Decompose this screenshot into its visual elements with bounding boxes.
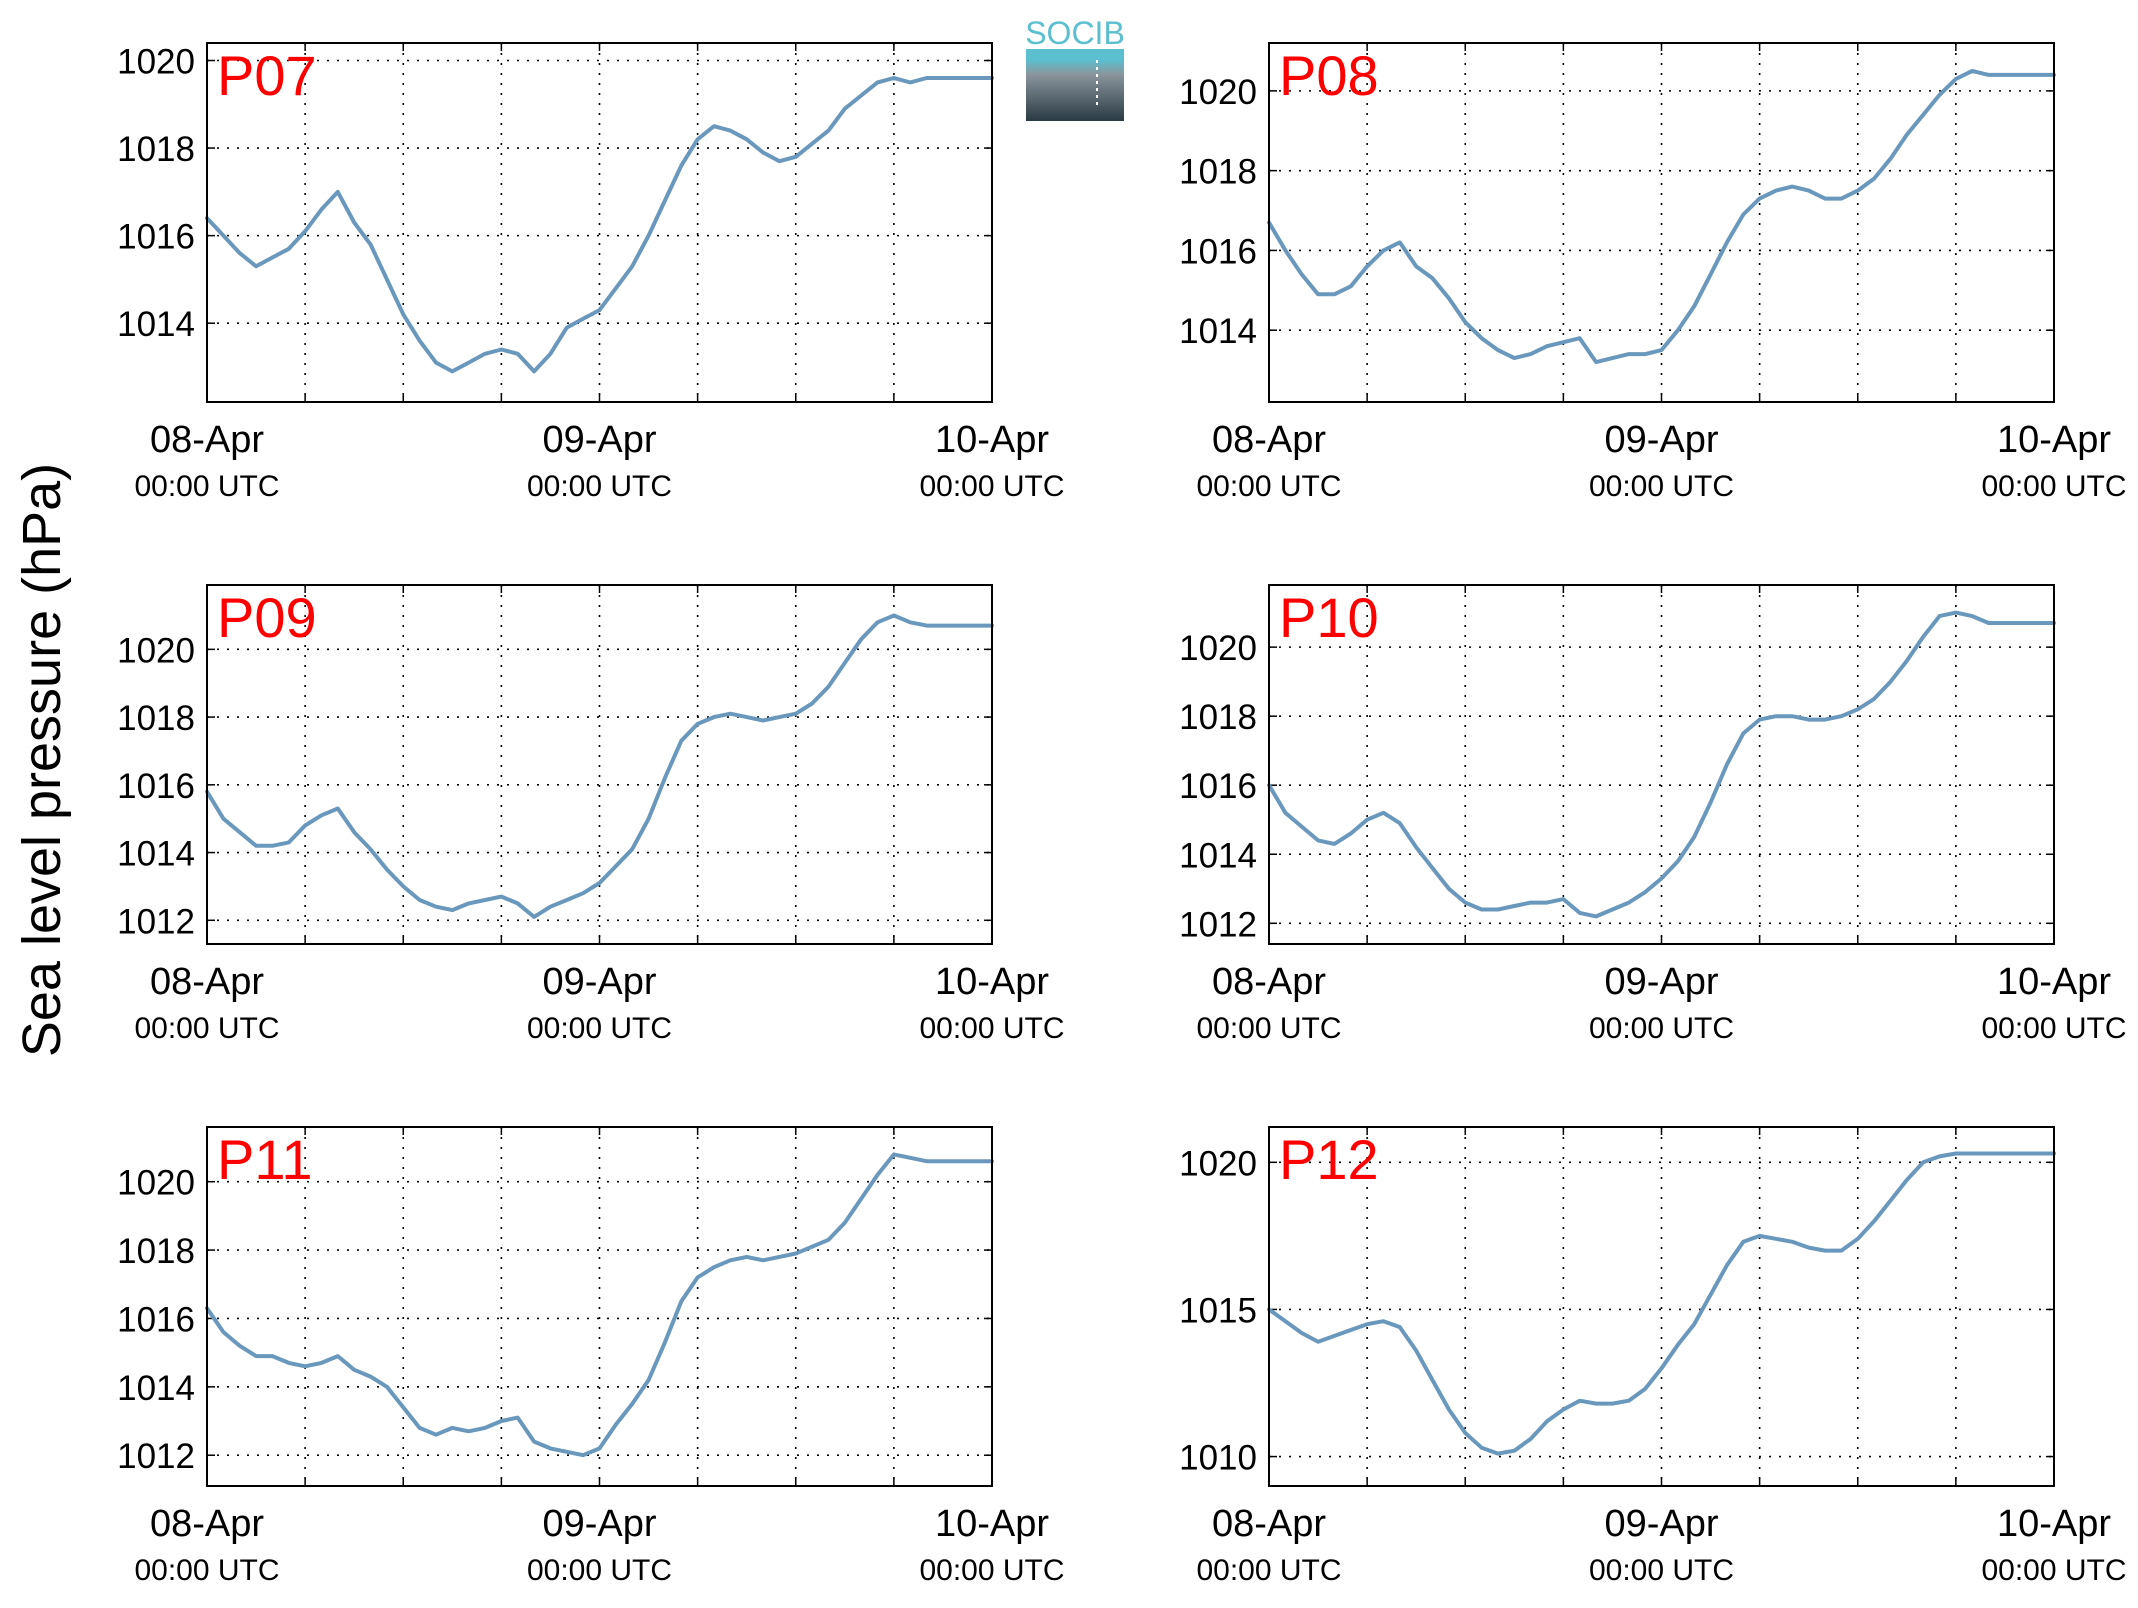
y-tick-label: 1016 [1179,767,1257,806]
y-tick-label: 1020 [117,631,195,670]
y-tick-label: 1012 [1179,905,1257,944]
panel-title: P12 [1279,1128,1379,1191]
y-tick-label: 1018 [117,1232,195,1271]
x-tick-label-date: 10-Apr [1997,1503,2111,1545]
x-tick-label-date: 10-Apr [1997,961,2111,1003]
plot-area [1269,1127,2054,1486]
x-tick-label-time: 00:00 UTC [527,470,672,503]
x-tick-label-date: 09-Apr [542,1503,656,1545]
plot-area [1269,43,2054,402]
y-tick-label: 1014 [117,305,195,344]
figure-ylabel: Sea level pressure (hPa) [12,463,72,1057]
x-tick-label-date: 08-Apr [1212,419,1326,461]
series-line [205,613,994,919]
x-tick-label-time: 00:00 UTC [134,1012,279,1045]
chart-panel-p08: 1014 1016 1018 1020 P08 08-Apr 00:00 UTC 09-Apr… [1179,42,2127,503]
x-tick-label-date: 08-Apr [1212,1503,1326,1545]
x-tick-label-date: 10-Apr [1997,419,2111,461]
x-tick-label-date: 08-Apr [1212,961,1326,1003]
panel-title: P09 [217,586,317,649]
y-tick-label: 1018 [1179,698,1257,737]
x-tick-label-time: 00:00 UTC [1589,1012,1734,1045]
y-tick-label: 1016 [117,1300,195,1339]
x-tick-label-time: 00:00 UTC [134,1554,279,1587]
y-tick-label: 1020 [1179,1144,1257,1183]
panel-title: P10 [1279,586,1379,649]
axes-frame [206,1126,993,1487]
axes-frame [1268,42,2055,403]
x-tick-label-time: 00:00 UTC [1589,470,1734,503]
plot-area [207,585,992,944]
y-tick-label: 1016 [117,218,195,257]
x-tick-label-date: 10-Apr [935,961,1049,1003]
x-tick-label-date: 08-Apr [150,1503,264,1545]
x-tick-label-time: 00:00 UTC [1196,1554,1341,1587]
y-tick-label: 1020 [117,43,195,82]
series-line [1267,610,2056,919]
x-tick-label-date: 09-Apr [542,419,656,461]
y-tick-label: 1018 [117,699,195,738]
y-tick-label: 1016 [1179,232,1257,271]
plot-area [207,43,992,402]
socib-logo: SOCIB [1025,15,1125,121]
y-tick-label: 1015 [1179,1291,1257,1330]
x-tick-label-time: 00:00 UTC [919,470,1064,503]
y-tick-label: 1014 [117,835,195,874]
y-tick-label: 1016 [117,767,195,806]
x-tick-label-date: 08-Apr [150,961,264,1003]
plot-area [207,1127,992,1486]
socib-logo-text: SOCIB [1025,15,1125,51]
x-tick-label-date: 09-Apr [542,961,656,1003]
y-tick-label: 1020 [117,1164,195,1203]
y-tick-label: 1012 [117,902,195,941]
x-tick-label-time: 00:00 UTC [134,470,279,503]
x-tick-label-date: 09-Apr [1604,961,1718,1003]
y-tick-label: 1014 [117,1369,195,1408]
panel-title: P07 [217,44,317,107]
axes-frame [206,42,993,403]
y-tick-label: 1020 [1179,629,1257,668]
panel-title: P11 [217,1128,312,1191]
x-tick-label-time: 00:00 UTC [1981,1554,2126,1587]
series-line [1267,1151,2056,1456]
x-tick-label-time: 00:00 UTC [527,1554,672,1587]
chart-panel-p11: 1012 1014 1016 1018 1020 P11 08-Apr 00:00 UTC 09… [117,1126,1065,1587]
y-tick-label: 1018 [1179,153,1257,192]
y-tick-label: 1014 [1179,312,1257,351]
y-tick-label: 1010 [1179,1439,1257,1478]
axes-frame [206,584,993,945]
chart-panel-p12: 1010 1015 1020 P12 08-Apr 00:00 UTC 09-Apr 00:0… [1179,1126,2127,1587]
axes-frame [1268,584,2055,945]
y-tick-label: 1018 [117,130,195,169]
x-tick-label-date: 09-Apr [1604,419,1718,461]
y-tick-label: 1014 [1179,836,1257,875]
x-tick-label-date: 10-Apr [935,419,1049,461]
axes-frame [1268,1126,2055,1487]
y-tick-label: 1020 [1179,73,1257,112]
x-tick-label-time: 00:00 UTC [1196,1012,1341,1045]
x-tick-label-time: 00:00 UTC [919,1012,1064,1045]
series-line [205,1152,994,1458]
x-tick-label-date: 10-Apr [935,1503,1049,1545]
x-tick-label-time: 00:00 UTC [1589,1554,1734,1587]
chart-panel-p09: 1012 1014 1016 1018 1020 P09 08-Apr 00:00 UTC 09… [117,584,1065,1045]
x-tick-label-date: 08-Apr [150,419,264,461]
x-tick-label-time: 00:00 UTC [1981,470,2126,503]
chart-panel-p10: 1012 1014 1016 1018 1020 P10 08-Apr 00:00 UTC 09… [1179,584,2127,1045]
panel-title: P08 [1279,44,1379,107]
x-tick-label-time: 00:00 UTC [527,1012,672,1045]
plot-area [1269,585,2054,944]
chart-panel-p07: 1014 1016 1018 1020 P07 08-Apr 00:00 UTC 09-Apr… [117,42,1065,503]
x-tick-label-time: 00:00 UTC [1981,1012,2126,1045]
series-line [205,76,994,374]
x-tick-label-time: 00:00 UTC [1196,470,1341,503]
series-line [1267,68,2056,365]
y-tick-label: 1012 [117,1437,195,1476]
x-tick-label-date: 09-Apr [1604,1503,1718,1545]
x-tick-label-time: 00:00 UTC [919,1554,1064,1587]
